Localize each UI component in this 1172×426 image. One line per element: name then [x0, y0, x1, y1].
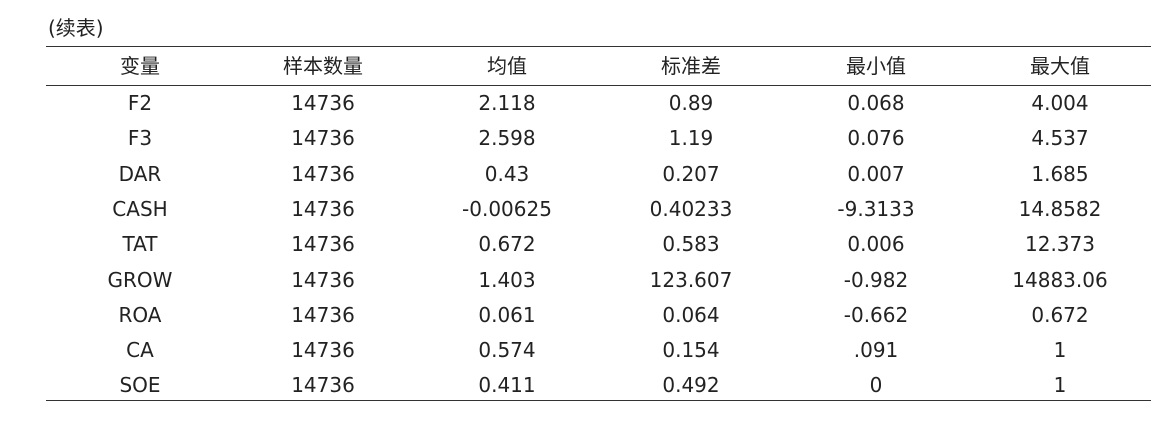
- top-rule: [46, 46, 1151, 47]
- table-cell: 0.411: [478, 373, 536, 398]
- table-cell: 2.598: [478, 126, 536, 151]
- table-cell: 0.40233: [649, 196, 733, 221]
- table-cell: 0.007: [847, 161, 905, 186]
- table-cell: 0.89: [668, 91, 714, 115]
- table-cell: 0.492: [662, 373, 720, 398]
- table-cell: 12.373: [1025, 232, 1095, 257]
- header-cell: 均值: [487, 54, 527, 78]
- table-cell: 123.607: [649, 267, 733, 292]
- table-cell: 1.19: [668, 126, 714, 151]
- table-cell: 4.004: [1031, 91, 1089, 115]
- table-cell: 0: [869, 373, 883, 398]
- table-cell: 1: [1053, 373, 1067, 398]
- table-cell: 14736: [291, 267, 355, 292]
- row-label: SOE: [119, 373, 161, 398]
- header-cell: 最小值: [846, 54, 906, 78]
- table-cell: 0.574: [478, 338, 536, 363]
- table-cell: 0.207: [662, 161, 720, 186]
- table-cell: 14736: [291, 338, 355, 363]
- table-cell: -0.982: [843, 267, 909, 292]
- table-cell: 14736: [291, 302, 355, 327]
- row-label: CA: [126, 338, 154, 363]
- table-cell: 14736: [291, 161, 355, 186]
- table-cell: 1.685: [1031, 161, 1089, 186]
- table-cell: -0.662: [843, 302, 909, 327]
- table-cell: 0.068: [847, 91, 905, 115]
- row-label: F3: [127, 126, 153, 151]
- bottom-rule: [46, 400, 1151, 401]
- table-cell: 0.672: [1031, 302, 1089, 327]
- row-label: ROA: [118, 302, 162, 327]
- table-cell: 4.537: [1031, 126, 1089, 151]
- table-cell: 14736: [291, 232, 355, 257]
- row-label: DAR: [118, 161, 162, 186]
- table-cell: 14736: [291, 91, 355, 115]
- table-cell: 0.43: [484, 161, 530, 186]
- table-cell: 0.154: [662, 338, 720, 363]
- table-cell: 14736: [291, 373, 355, 398]
- table-cell: 14883.06: [1012, 267, 1108, 292]
- header-cell: 最大值: [1030, 54, 1090, 78]
- table-cell: 0.064: [662, 302, 720, 327]
- table-cell: 0.061: [478, 302, 536, 327]
- table-cell: 14.8582: [1018, 196, 1102, 221]
- header-cell: 变量: [120, 54, 160, 78]
- row-label: GROW: [107, 267, 173, 292]
- row-label: CASH: [112, 196, 168, 221]
- table-cell: 14736: [291, 196, 355, 221]
- table-cell: 2.118: [478, 91, 536, 115]
- table-cell: 0.006: [847, 232, 905, 257]
- table-cell: 1: [1053, 338, 1067, 363]
- header-cell: 样本数量: [283, 54, 363, 78]
- table-cell: 0.076: [847, 126, 905, 151]
- table-cell: 0.672: [478, 232, 536, 257]
- caption: (续表): [48, 16, 104, 40]
- header-cell: 标准差: [661, 54, 721, 78]
- table-cell: 1.403: [478, 267, 536, 292]
- table-cell: .091: [853, 338, 899, 363]
- header-rule: [46, 85, 1151, 86]
- table-cell: -0.00625: [462, 196, 552, 221]
- table-cell: 14736: [291, 126, 355, 151]
- table-cell: 0.583: [662, 232, 720, 257]
- table-cell: -9.3133: [837, 196, 915, 221]
- row-label: F2: [127, 91, 153, 115]
- row-label: TAT: [122, 232, 158, 257]
